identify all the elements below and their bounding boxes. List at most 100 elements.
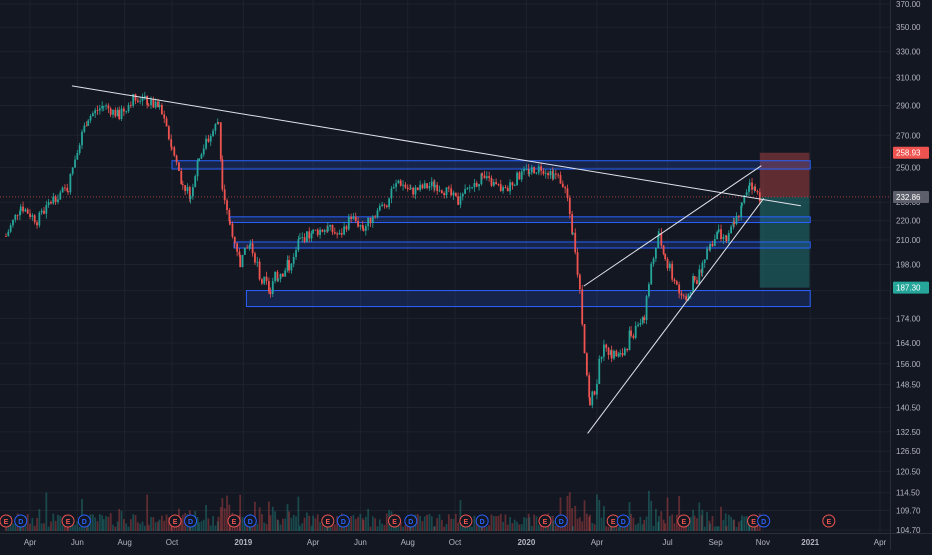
volume-bar <box>217 516 220 531</box>
price-label-tag[interactable] <box>893 146 929 159</box>
price-tick-label: 126.50 <box>896 447 921 456</box>
candle-body <box>692 276 695 293</box>
candle-body <box>367 217 370 227</box>
candle-body <box>621 353 624 356</box>
dividend-marker-icon[interactable] <box>77 514 91 528</box>
volume-bar <box>91 514 94 531</box>
candle-body <box>593 391 596 395</box>
trend-line[interactable] <box>587 198 765 434</box>
candle-body <box>675 281 678 285</box>
dividend-marker-icon[interactable] <box>243 514 257 528</box>
dividend-marker-icon[interactable] <box>404 514 418 528</box>
price-zone-rect[interactable] <box>171 160 811 170</box>
time-axis[interactable]: Apr Jun Aug Oct 2019 Apr Jun Aug Oct 2020 Apr Jul Se… <box>0 533 932 550</box>
candle-body <box>173 147 176 156</box>
event-marker-label: E <box>326 519 331 526</box>
volume-bar <box>516 521 518 531</box>
earnings-marker-icon[interactable] <box>61 514 75 528</box>
earnings-marker-icon[interactable] <box>538 514 552 528</box>
earnings-marker-icon[interactable] <box>677 514 691 528</box>
candle-body <box>202 148 205 155</box>
dividend-marker-icon[interactable] <box>336 514 350 528</box>
candle-body <box>118 109 121 119</box>
dividend-marker-icon[interactable] <box>757 514 771 528</box>
price-zone-rect[interactable] <box>229 216 811 224</box>
volume-bar <box>367 508 370 531</box>
earnings-marker-icon[interactable] <box>321 514 335 528</box>
price-zone-rect[interactable] <box>233 241 811 249</box>
volume-bar <box>181 514 184 531</box>
volume-bar <box>643 519 646 531</box>
price-tick-label: 114.50 <box>896 489 920 498</box>
volume-bar <box>609 523 612 531</box>
dividend-marker-icon[interactable] <box>616 514 630 528</box>
price-axis[interactable]: 370.00 350.00 330.00 310.00 290.00 270.00 250.… <box>890 0 930 550</box>
price-label-tag[interactable] <box>893 190 929 203</box>
dividend-marker-icon[interactable] <box>554 514 568 528</box>
volume-bar <box>205 505 207 531</box>
candle-body <box>412 187 415 195</box>
trend-line[interactable] <box>71 85 801 207</box>
time-tick-label: Jul <box>662 538 672 547</box>
candle-body <box>630 330 632 336</box>
price-tick-label: 250.00 <box>896 163 921 172</box>
time-tick-label: Jun <box>71 538 84 547</box>
candle-body <box>390 188 393 199</box>
event-marker-label: D <box>18 519 23 526</box>
volume-bar <box>207 518 210 531</box>
volume-bar <box>727 514 730 531</box>
dividend-marker-icon[interactable] <box>475 514 489 528</box>
candle-body <box>664 253 667 259</box>
earnings-marker-icon[interactable] <box>0 514 13 528</box>
volume-bar <box>248 526 251 531</box>
price-label-tag[interactable] <box>893 281 929 294</box>
volume-bar <box>520 524 523 531</box>
trend-line[interactable] <box>583 165 762 287</box>
candle-body <box>751 182 753 190</box>
candle-body <box>600 356 603 359</box>
candle-body <box>308 231 311 239</box>
candle-body <box>7 231 10 237</box>
candle-body <box>238 251 241 256</box>
earnings-marker-icon[interactable] <box>459 514 473 528</box>
volume-bar <box>141 521 144 531</box>
candle-body <box>219 122 222 160</box>
volume-bar <box>666 497 669 531</box>
candle-body <box>730 226 733 234</box>
candle-body <box>632 335 635 338</box>
candle-body <box>226 200 228 211</box>
support-resistance-zones[interactable] <box>171 160 811 308</box>
candle-body <box>419 184 422 190</box>
candle-body <box>588 375 591 398</box>
volume-bar <box>277 520 280 531</box>
earnings-marker-icon[interactable] <box>227 514 241 528</box>
price-tick-label: 310.00 <box>896 74 921 83</box>
earnings-marker-icon[interactable] <box>168 514 182 528</box>
volume-bar <box>708 520 711 531</box>
dividend-marker-icon[interactable] <box>14 514 28 528</box>
earnings-marker-icon[interactable] <box>388 514 402 528</box>
candle-body <box>509 182 511 192</box>
candle-body <box>288 260 290 271</box>
volume-bar <box>146 494 149 531</box>
volume-bar <box>246 523 249 531</box>
candle-body <box>727 233 730 242</box>
candle-body <box>114 109 117 117</box>
candle-body <box>443 193 446 196</box>
position-stop-area[interactable] <box>759 152 810 197</box>
trend-lines[interactable] <box>71 85 801 434</box>
price-zone-rect[interactable] <box>245 290 811 308</box>
candle-body <box>160 105 163 115</box>
candle-body <box>303 237 306 242</box>
earnings-marker-icon[interactable] <box>822 514 836 528</box>
candle-body <box>392 187 395 189</box>
dividend-marker-icon[interactable] <box>184 514 198 528</box>
candle-body <box>295 250 297 258</box>
candle-body <box>78 145 81 154</box>
candle-body <box>440 190 443 194</box>
candle-body <box>525 168 528 170</box>
candle-body <box>336 233 339 235</box>
